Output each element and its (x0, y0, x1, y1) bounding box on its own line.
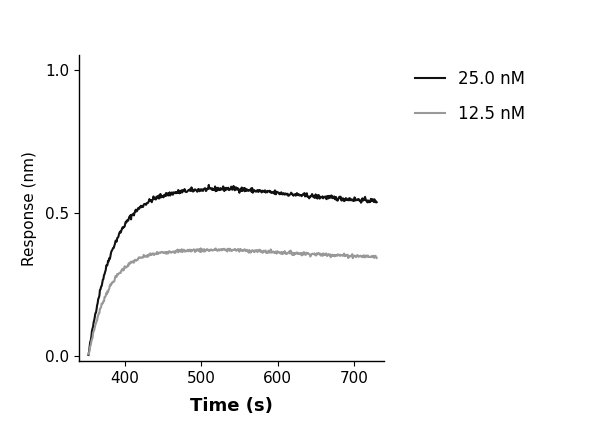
12.5 nM (197, 246, 204, 251)
12.5 nM (233, 248, 240, 253)
Line: 12.5 nM: 12.5 nM (88, 248, 377, 354)
12.5 nM (308, 252, 315, 257)
12.5 nM (174, 247, 181, 252)
25.0 nM (373, 200, 381, 205)
25.0 nM (174, 190, 181, 196)
12.5 nM (119, 266, 126, 272)
25.0 nM (205, 182, 212, 187)
12.5 nM (373, 255, 381, 261)
25.0 nM (119, 225, 126, 230)
Y-axis label: Response (nm): Response (nm) (22, 151, 37, 266)
25.0 nM (233, 187, 240, 192)
12.5 nM (85, 351, 92, 357)
X-axis label: Time (s): Time (s) (190, 397, 273, 415)
Legend: 25.0 nM, 12.5 nM: 25.0 nM, 12.5 nM (408, 64, 532, 130)
25.0 nM (137, 203, 145, 208)
25.0 nM (339, 196, 346, 201)
25.0 nM (85, 352, 92, 357)
12.5 nM (137, 255, 145, 260)
25.0 nM (308, 193, 315, 198)
Line: 25.0 nM: 25.0 nM (88, 185, 377, 355)
12.5 nM (339, 253, 346, 258)
